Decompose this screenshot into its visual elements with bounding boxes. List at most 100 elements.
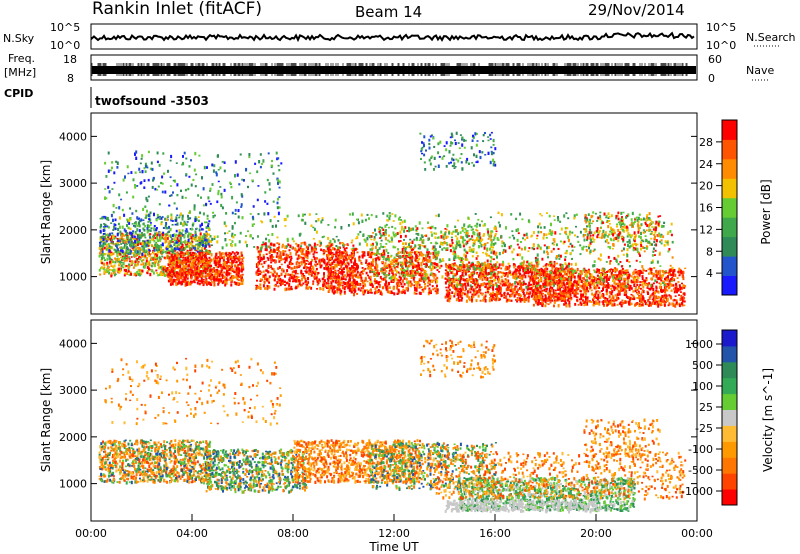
power-cell bbox=[137, 261, 140, 263]
power-cell bbox=[340, 281, 343, 284]
power-cell bbox=[280, 263, 283, 266]
power-cell bbox=[436, 276, 439, 280]
power-cell bbox=[353, 292, 355, 297]
power-cell bbox=[235, 268, 238, 272]
power-cell bbox=[242, 256, 245, 259]
power-cell bbox=[109, 238, 112, 242]
power-cell bbox=[107, 219, 110, 221]
power-cell bbox=[418, 279, 421, 282]
power-cell bbox=[516, 297, 519, 299]
power-cell bbox=[107, 226, 110, 229]
power-cell bbox=[179, 239, 182, 243]
power-cell bbox=[354, 284, 357, 286]
power-cell bbox=[151, 262, 154, 265]
power-cell bbox=[198, 228, 201, 232]
power-cell bbox=[429, 265, 432, 269]
power-cell bbox=[495, 288, 498, 290]
power-cell bbox=[152, 257, 155, 261]
power-cell bbox=[258, 261, 261, 265]
power-cell bbox=[260, 271, 263, 274]
power-cell bbox=[205, 241, 208, 245]
power-cell bbox=[241, 260, 244, 263]
power-cell bbox=[200, 250, 203, 253]
power-cell bbox=[132, 248, 135, 252]
power-cell bbox=[238, 255, 241, 258]
power-cell bbox=[175, 253, 178, 257]
power-cell bbox=[291, 273, 294, 277]
power-cell bbox=[194, 247, 197, 250]
power-cell bbox=[265, 253, 268, 256]
power-cell bbox=[416, 284, 419, 288]
power-cell bbox=[492, 291, 495, 295]
power-cell bbox=[112, 236, 114, 239]
power-cell bbox=[128, 242, 131, 245]
power-cell bbox=[468, 246, 471, 249]
power-cell bbox=[370, 238, 373, 241]
power-cell bbox=[301, 248, 304, 252]
power-cell bbox=[420, 286, 423, 288]
power-cell bbox=[310, 271, 313, 275]
power-cell bbox=[205, 238, 208, 242]
power-cell bbox=[329, 245, 331, 248]
power-cell bbox=[177, 242, 180, 246]
power-cell bbox=[191, 223, 194, 227]
power-cell bbox=[300, 269, 303, 274]
power-cell bbox=[124, 256, 126, 260]
power-cell bbox=[178, 271, 181, 274]
power-cell bbox=[460, 235, 463, 239]
power-cell bbox=[269, 265, 272, 268]
power-cell bbox=[181, 234, 183, 237]
power-cell bbox=[331, 262, 334, 265]
power-cell bbox=[296, 265, 298, 269]
power-cell bbox=[200, 242, 203, 246]
power-cell bbox=[122, 257, 124, 261]
power-cell bbox=[157, 215, 160, 219]
power-cell bbox=[216, 262, 219, 265]
power-cell bbox=[297, 254, 300, 257]
power-cell bbox=[325, 250, 328, 253]
power-cell bbox=[139, 242, 142, 246]
power-cell bbox=[227, 270, 230, 272]
power-cell bbox=[295, 261, 298, 266]
power-cell bbox=[338, 263, 341, 267]
power-cell bbox=[278, 266, 281, 269]
power-cell bbox=[335, 286, 338, 289]
power-cell bbox=[128, 256, 131, 258]
power-cell bbox=[286, 256, 289, 259]
power-cell bbox=[136, 262, 139, 266]
power-cell bbox=[187, 238, 190, 242]
power-cell bbox=[333, 247, 336, 250]
power-cell bbox=[110, 242, 113, 245]
power-cell bbox=[327, 282, 330, 285]
power-cell bbox=[353, 289, 356, 292]
power-cell bbox=[405, 272, 408, 275]
power-cell bbox=[165, 237, 168, 241]
power-cell bbox=[132, 232, 134, 234]
power-cell bbox=[270, 261, 273, 264]
power-cell bbox=[113, 238, 116, 240]
power-cell bbox=[102, 229, 105, 232]
power-cell bbox=[312, 255, 315, 258]
power-cell bbox=[332, 270, 335, 275]
power-cell bbox=[335, 276, 338, 279]
power-cell bbox=[184, 274, 187, 278]
power-cell bbox=[161, 233, 164, 236]
power-cell bbox=[202, 280, 205, 283]
power-cell bbox=[154, 237, 157, 240]
power-cell bbox=[166, 232, 169, 235]
power-cell bbox=[99, 229, 102, 233]
power-cell bbox=[232, 275, 235, 278]
power-cell bbox=[420, 261, 423, 264]
power-cell bbox=[275, 255, 278, 258]
power-cell bbox=[388, 234, 390, 237]
power-cell bbox=[168, 276, 171, 280]
power-cell bbox=[255, 284, 258, 287]
power-cell bbox=[153, 247, 156, 250]
power-cell bbox=[182, 272, 185, 276]
power-cell bbox=[161, 255, 164, 258]
power-cell bbox=[288, 262, 291, 266]
power-cell bbox=[281, 243, 284, 247]
power-cell bbox=[405, 277, 408, 281]
power-cell bbox=[363, 254, 366, 257]
power-cell bbox=[482, 251, 485, 254]
